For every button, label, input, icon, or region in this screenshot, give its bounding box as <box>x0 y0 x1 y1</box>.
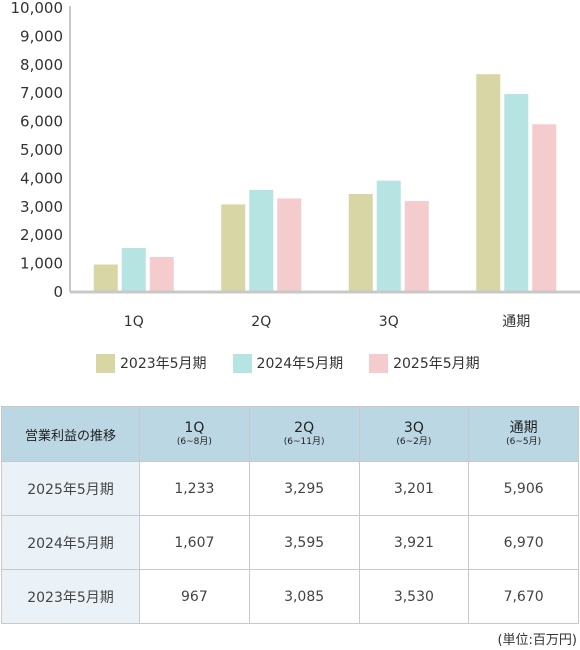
table-cell: 3,530 <box>358 569 470 624</box>
y-axis: 0 1,000 2,000 3,000 4,000 5,000 6,000 7,000 8,00… <box>11 0 71 301</box>
column-period: (6~8月) <box>176 436 212 447</box>
legend-swatch <box>369 353 389 373</box>
column-header-full-year: 通期 (6~5月) <box>468 406 579 462</box>
bar-2023年5月期-3Q <box>348 194 373 292</box>
y-tick-label: 8,000 <box>20 56 63 74</box>
table-cell: 967 <box>139 569 250 624</box>
y-tick-label: 0 <box>53 283 63 301</box>
column-label: 2Q <box>294 419 315 436</box>
bar-2025年5月期-2Q <box>277 198 302 292</box>
column-label: 1Q <box>184 419 205 436</box>
bars <box>93 74 557 293</box>
table-cell: 3,201 <box>358 461 470 516</box>
unit-note: (単位:百万円) <box>497 633 577 648</box>
y-tick-label: 2,000 <box>20 226 63 244</box>
legend-swatch <box>232 353 252 373</box>
x-tick-label: 1Q <box>124 314 144 330</box>
operating-profit-table: 営業利益の推移 1Q (6~8月) 2Q (6~11月) 3Q (6~2月) 通… <box>1 406 579 624</box>
legend-item-2024: 2024年5月期 <box>232 353 344 373</box>
table-cell: 7,670 <box>468 569 579 624</box>
bar-2025年5月期-1Q <box>149 256 174 292</box>
bar-chart: 0 1,000 2,000 3,000 4,000 5,000 6,000 7,000 8,00… <box>11 0 580 330</box>
table-cell: 3,921 <box>358 515 470 570</box>
column-period: (6~2月) <box>396 436 432 447</box>
bar-2024年5月期-3Q <box>376 180 401 292</box>
column-period: (6~5月) <box>506 436 542 447</box>
legend-label: 2025年5月期 <box>393 356 480 372</box>
table-cell: 1,607 <box>139 515 250 570</box>
bar-2024年5月期-1Q <box>121 247 146 292</box>
y-tick-label: 1,000 <box>20 255 63 273</box>
x-tick-label: 2Q <box>251 314 271 330</box>
table-corner-title: 営業利益の推移 <box>1 406 140 462</box>
table-cell: 6,970 <box>468 515 579 570</box>
table-row: 2023年5月期 967 3,085 3,530 7,670 <box>1 569 579 624</box>
legend-label: 2023年5月期 <box>120 356 207 372</box>
column-header-1q: 1Q (6~8月) <box>139 406 250 462</box>
x-tick-label: 3Q <box>379 314 399 330</box>
bar-2023年5月期-通期 <box>476 74 501 292</box>
bar-2025年5月期-3Q <box>404 201 429 292</box>
bar-2024年5月期-通期 <box>504 94 529 292</box>
table-cell: 3,085 <box>248 569 360 624</box>
y-tick-label: 5,000 <box>20 141 63 159</box>
legend-swatch <box>96 353 115 373</box>
bar-2023年5月期-2Q <box>221 204 246 292</box>
y-tick-label: 10,000 <box>11 0 64 17</box>
table-row: 2024年5月期 1,607 3,595 3,921 6,970 <box>1 515 579 570</box>
table-cell: 3,595 <box>248 515 360 570</box>
table-row: 2025年5月期 1,233 3,295 3,201 5,906 <box>1 461 579 516</box>
bar-2023年5月期-1Q <box>93 264 118 292</box>
y-tick-label: 9,000 <box>20 27 63 45</box>
y-tick-label: 3,000 <box>20 198 63 216</box>
column-header-3q: 3Q (6~2月) <box>358 406 470 462</box>
bar-2024年5月期-2Q <box>249 189 274 292</box>
column-period: (6~11月) <box>283 436 325 447</box>
x-axis: 1Q 2Q 3Q 通期 <box>70 290 580 330</box>
column-label: 3Q <box>403 419 424 436</box>
legend-item-2023: 2023年5月期 <box>96 353 207 373</box>
table-header-row: 営業利益の推移 1Q (6~8月) 2Q (6~11月) 3Q (6~2月) 通… <box>1 406 579 462</box>
column-header-2q: 2Q (6~11月) <box>248 406 360 462</box>
y-tick-label: 4,000 <box>20 169 63 187</box>
chart-legend: 2023年5月期 2024年5月期 2025年5月期 <box>96 353 480 373</box>
x-tick-label: 通期 <box>502 314 530 330</box>
table-cell: 1,233 <box>139 461 250 516</box>
y-tick-label: 6,000 <box>20 113 63 131</box>
bar-2025年5月期-通期 <box>532 124 557 293</box>
y-tick-label: 7,000 <box>20 84 63 102</box>
row-label: 2025年5月期 <box>1 461 140 516</box>
table-cell: 5,906 <box>468 461 579 516</box>
table-cell: 3,295 <box>248 461 360 516</box>
row-label: 2024年5月期 <box>1 515 140 570</box>
legend-item-2025: 2025年5月期 <box>369 353 480 373</box>
column-label: 通期 <box>509 419 538 436</box>
row-label: 2023年5月期 <box>1 569 140 624</box>
legend-label: 2024年5月期 <box>256 356 344 372</box>
